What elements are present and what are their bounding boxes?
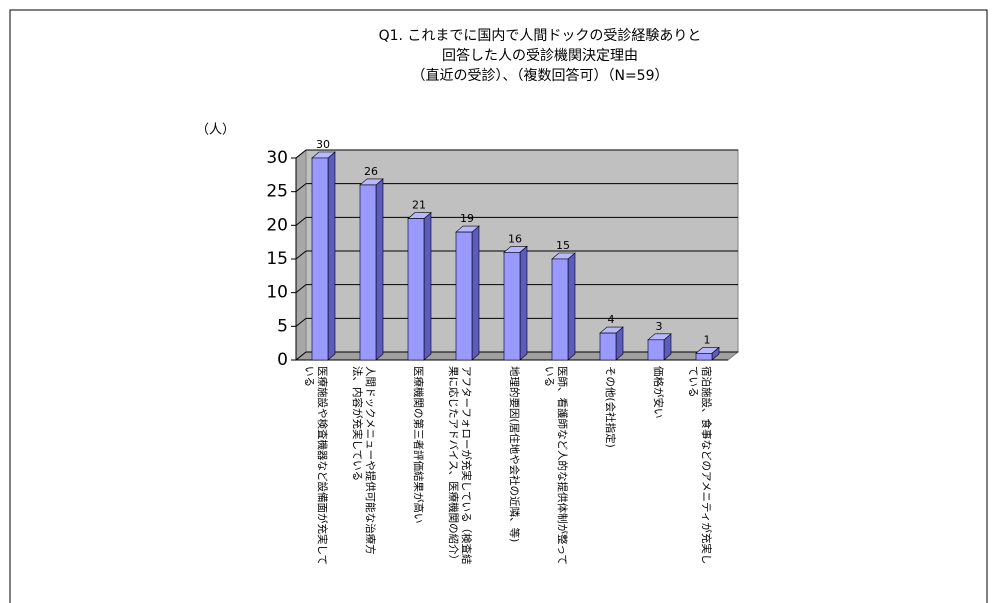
y-tick-label: 25 [266,182,288,202]
bar-side [471,225,480,361]
grid-line [295,216,307,226]
bar-front [695,352,713,361]
bar [599,326,624,361]
bar-front [551,258,569,361]
bar [455,225,480,361]
bar-front [503,251,521,361]
bar [503,245,528,361]
bar [311,151,336,361]
bar [551,252,576,361]
x-tick-label: 宿泊施設、食事などのアメニティが充実している [687,366,712,565]
data-label: 3 [656,320,663,333]
data-label: 21 [412,199,426,212]
bar-side [327,151,336,361]
grid-line [295,149,307,159]
x-tick-label: その他(会社指定) [604,366,616,448]
bar [695,346,720,361]
bar-side [519,245,528,361]
data-label: 16 [508,232,522,245]
bar [407,211,432,361]
y-tick-label: 0 [277,350,288,370]
bar-front [311,157,329,361]
data-label: 19 [460,212,474,225]
x-tick-label: 医療施設や検査機器など設備面が充実している [303,366,328,566]
chart-title: Q1. これまでに国内で人間ドックの受診経験ありと [379,28,702,44]
grid-line [295,317,307,327]
bar-front [647,339,665,361]
data-label: 1 [704,333,711,346]
data-label: 26 [364,165,378,178]
bar-front [599,332,617,361]
y-axis-label: （人） [196,123,235,138]
y-tick-label: 15 [266,249,288,269]
grid-line [295,284,307,294]
chart-title: （直近の受診）、（複数回答可）（N=59） [411,67,668,84]
x-tick-label: アフターフォローが充実している（検査結果に応じたアドバイス、医療機関の紹介） [447,366,472,566]
x-tick-label: 価格が安い [652,366,664,419]
bar-side [423,211,432,361]
grid-line [295,250,307,260]
y-tick-label: 5 [277,316,288,336]
data-label: 4 [608,313,615,326]
y-tick-label: 30 [266,148,288,168]
bar [359,178,384,361]
grid-line [295,351,307,361]
x-tick-label: 地理的要因(居住地や会社の近隣、等) [508,366,520,543]
chart-title: 回答した人の受診機関決定理由 [442,47,638,64]
x-tick-label: 医師、看護師など人的な提供体制が整っている [543,366,568,565]
x-tick-label: 医療機関の第三者評価結果が高い [412,366,424,524]
bar [647,333,672,361]
y-tick-label: 10 [266,283,288,303]
bar-front [455,231,473,361]
data-label: 30 [316,138,330,151]
grid-line [295,183,307,193]
bar-front [407,218,425,361]
y-tick-label: 20 [266,215,288,235]
x-tick-label: 人間ドックメニューや提供可能な治療方法、内容が充実している [351,366,376,555]
data-label: 15 [556,239,570,252]
bar-side [567,252,576,361]
bar-side [375,178,384,361]
bar-front [359,184,377,361]
